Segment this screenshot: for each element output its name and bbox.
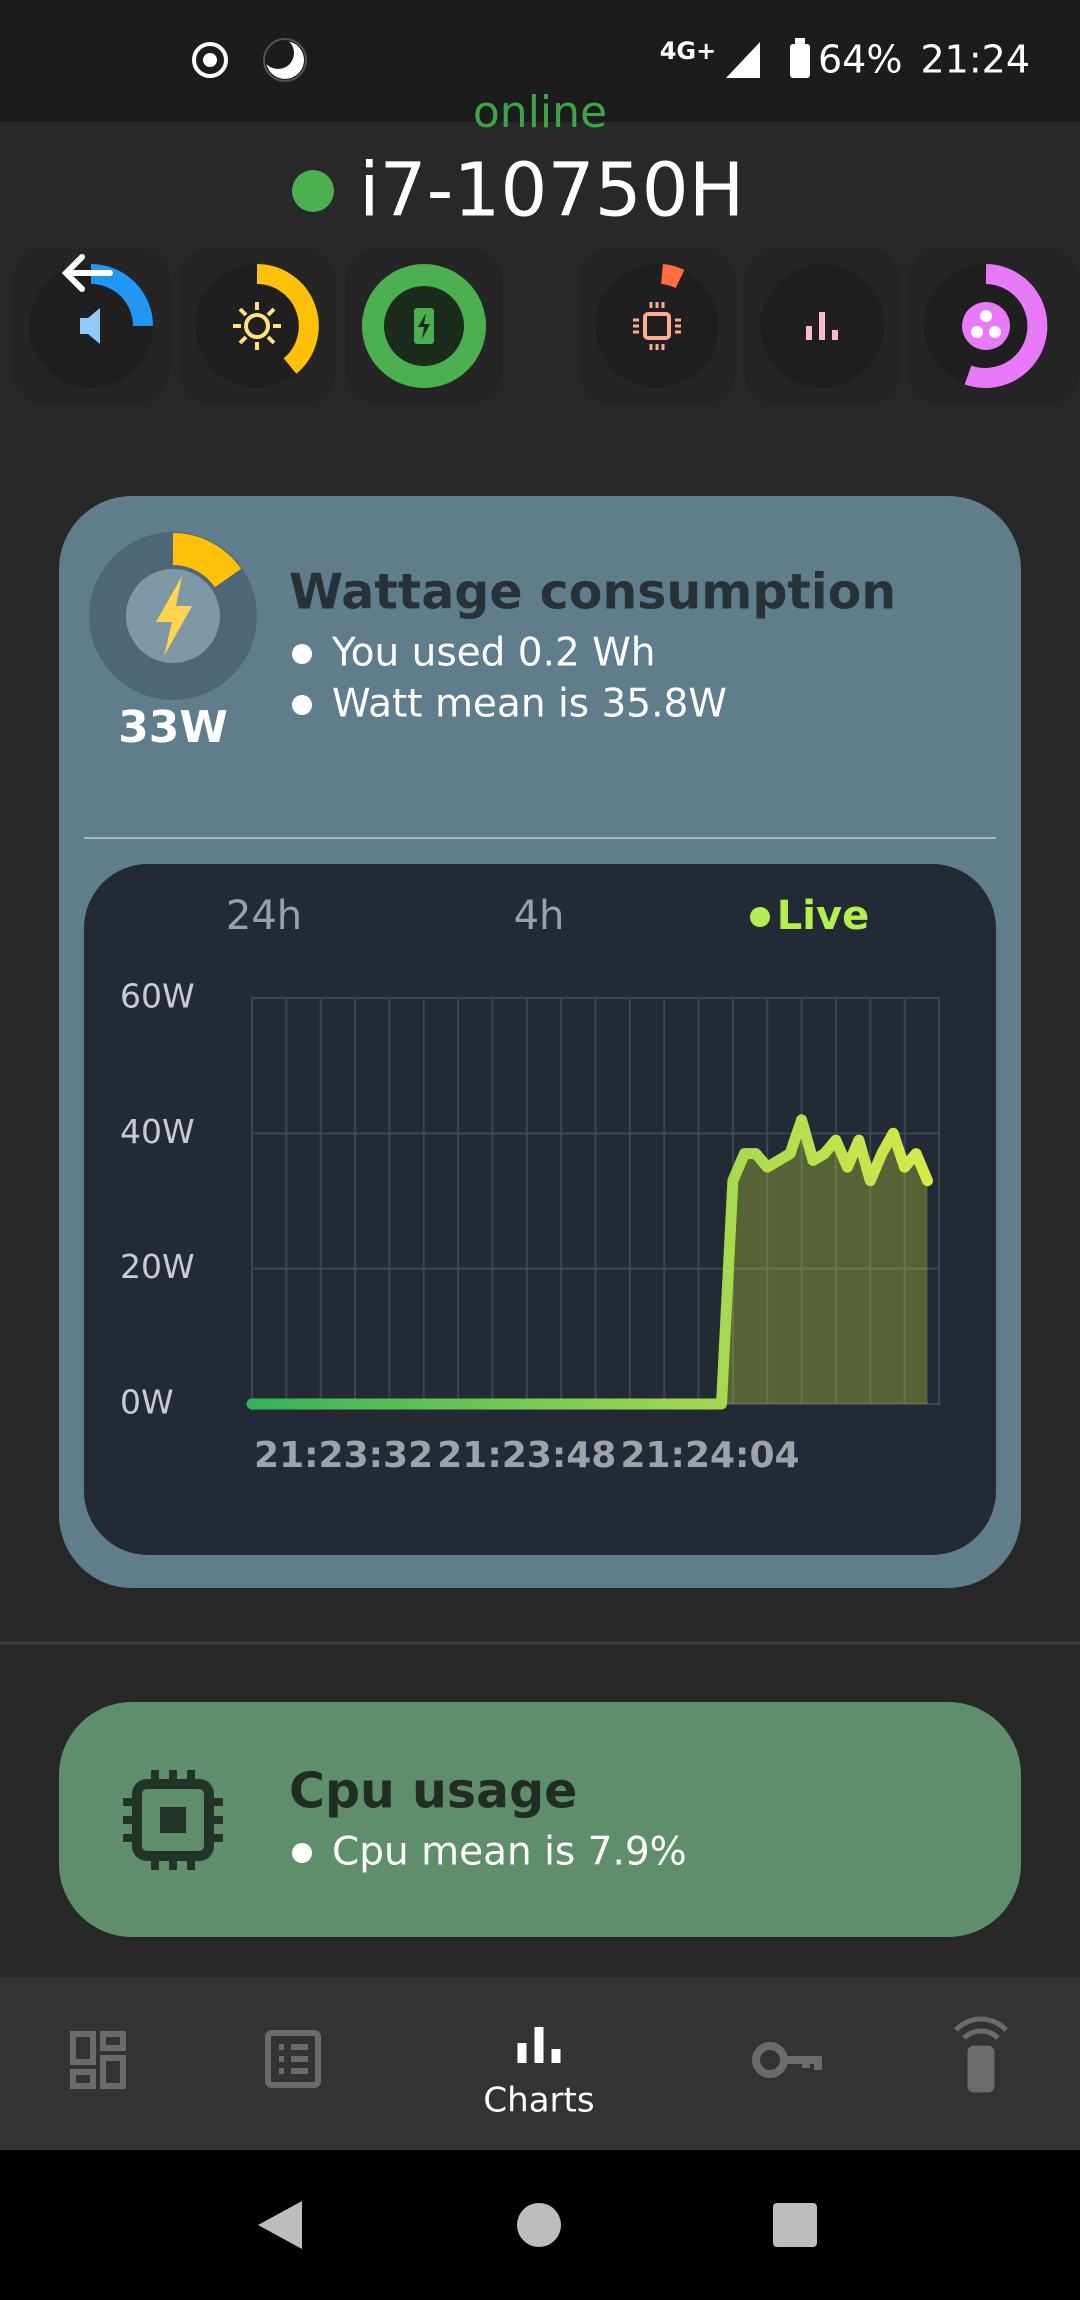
system-back[interactable]: [258, 2201, 302, 2249]
tab[interactable]: 24h: [226, 893, 302, 939]
lightning-icon: [156, 576, 192, 656]
chart: 24h 4h Live 0W 20W 40W 60W 21:23:32 21:23:48 21:2…: [120, 893, 940, 1476]
bullet: [292, 695, 312, 715]
cpu-icon: [123, 1770, 223, 1870]
online-dot: [292, 170, 334, 212]
gauge-row: [12, 247, 1080, 405]
area: [252, 1119, 928, 1404]
system-home[interactable]: [517, 2203, 561, 2247]
cpu-arc: [660, 264, 685, 289]
cpu-card[interactable]: [59, 1702, 1021, 1937]
y-tick-label: 20W: [120, 1247, 195, 1286]
signal-icon: [726, 42, 760, 78]
nav-charts-icon[interactable]: [517, 2027, 561, 2063]
volume-icon: [80, 308, 100, 344]
clock: 21:24: [920, 38, 1030, 82]
back-button[interactable]: [61, 254, 113, 292]
status-bar: [0, 0, 1080, 122]
brightness-icon: [244, 313, 270, 339]
x-tick-label: 21:23:48: [437, 1435, 616, 1476]
network: 4G+: [660, 37, 717, 65]
wattage-line: You used 0.2 Wh: [331, 631, 656, 676]
wattage-arc: [172, 533, 242, 588]
status-icon: [203, 53, 217, 67]
device-name: i7-10750H: [359, 148, 744, 234]
gauge-bg: [595, 264, 719, 388]
battery-level: 64%: [818, 38, 902, 82]
system-recents[interactable]: [773, 2203, 817, 2247]
ram-arc: [964, 264, 1048, 388]
brightness-arc: [256, 264, 319, 374]
nav-remote[interactable]: [954, 2016, 1008, 2093]
tab[interactable]: Live: [777, 893, 869, 939]
bullet: [292, 1843, 312, 1863]
ram-icon: [971, 326, 983, 338]
nav-key[interactable]: [752, 2042, 822, 2078]
wattage-title: Wattage consumption: [289, 564, 896, 621]
bullet: [292, 644, 312, 664]
nav-list[interactable]: [265, 2030, 321, 2088]
tab-dot: [750, 907, 770, 927]
wattage-now: 33W: [118, 702, 228, 753]
ram-icon: [980, 310, 992, 322]
wattage-line: Watt mean is 35.8W: [332, 682, 727, 727]
line: [246, 1114, 933, 1410]
brightness-icon: [233, 302, 281, 350]
cpu-icon: [633, 302, 681, 350]
cpu-line: Cpu mean is 7.9%: [332, 1830, 687, 1875]
cpu-title: Cpu usage: [289, 1763, 577, 1820]
battery-icon: [790, 44, 810, 78]
nav-active-label[interactable]: Charts: [483, 2081, 594, 2121]
bottom-nav: [0, 1977, 1080, 2150]
x-tick-label: 21:24:04: [620, 1435, 799, 1476]
status-icon: [192, 42, 228, 78]
battery-icon: [418, 313, 430, 339]
moon-icon: [262, 37, 294, 69]
ram-icon: [989, 326, 1001, 338]
connection-status: online: [473, 87, 607, 138]
cpu-icon: [160, 1807, 186, 1833]
nav-dashboard[interactable]: [70, 2031, 126, 2089]
cpu-icon: [643, 312, 671, 340]
tab[interactable]: 4h: [514, 893, 565, 939]
y-tick-label: 40W: [120, 1112, 195, 1151]
charts-icon: [806, 312, 838, 340]
x-tick-label: 21:23:32: [254, 1435, 433, 1476]
battery-icon: [795, 38, 805, 45]
ram-icon: [962, 302, 1010, 350]
y-tick-label: 60W: [120, 977, 195, 1016]
y-tick-label: 0W: [120, 1383, 174, 1422]
moon-icon: [263, 38, 307, 82]
